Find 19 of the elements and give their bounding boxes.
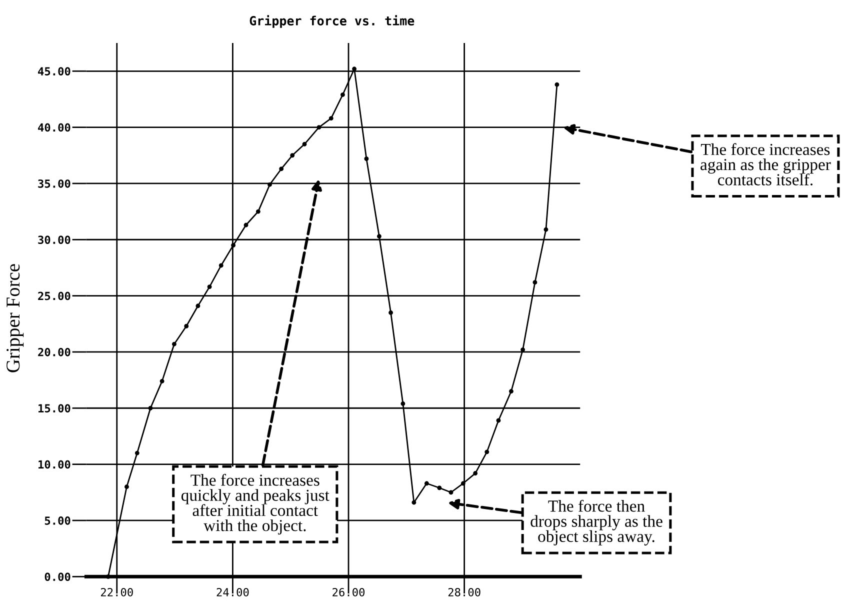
y-tick-label: 35.00 bbox=[38, 179, 70, 188]
y-tick-label: 0.00 bbox=[44, 572, 70, 582]
y-tick-label: 40.00 bbox=[38, 123, 70, 132]
x-tick-label: 28.00 bbox=[448, 588, 480, 596]
x-tick-label: 22.00 bbox=[100, 588, 133, 596]
y-tick-label: 15.00 bbox=[38, 404, 70, 413]
x-tick-label: 26.00 bbox=[332, 588, 365, 596]
annotation: The force increases quickly and peaks just after initial contact with the object. bbox=[181, 474, 330, 535]
y-tick-label: 5.00 bbox=[44, 516, 70, 525]
x-tick-label: 24.00 bbox=[216, 588, 249, 596]
y-tick-label: 20.00 bbox=[38, 348, 70, 356]
y-tick-label: 30.00 bbox=[38, 236, 70, 244]
y-axis-title: Gripper Force bbox=[6, 264, 24, 372]
text: The force increases again as the gripper contacts itself. bbox=[700, 143, 831, 186]
y-tick-label: 45.00 bbox=[38, 67, 70, 76]
chart-title: Gripper force vs. time bbox=[250, 15, 414, 28]
y-tick-label: 25.00 bbox=[38, 292, 70, 300]
annotation: The force then drops sharply as the object slips away. bbox=[530, 500, 662, 546]
y-tick-label: 10.00 bbox=[38, 460, 70, 469]
